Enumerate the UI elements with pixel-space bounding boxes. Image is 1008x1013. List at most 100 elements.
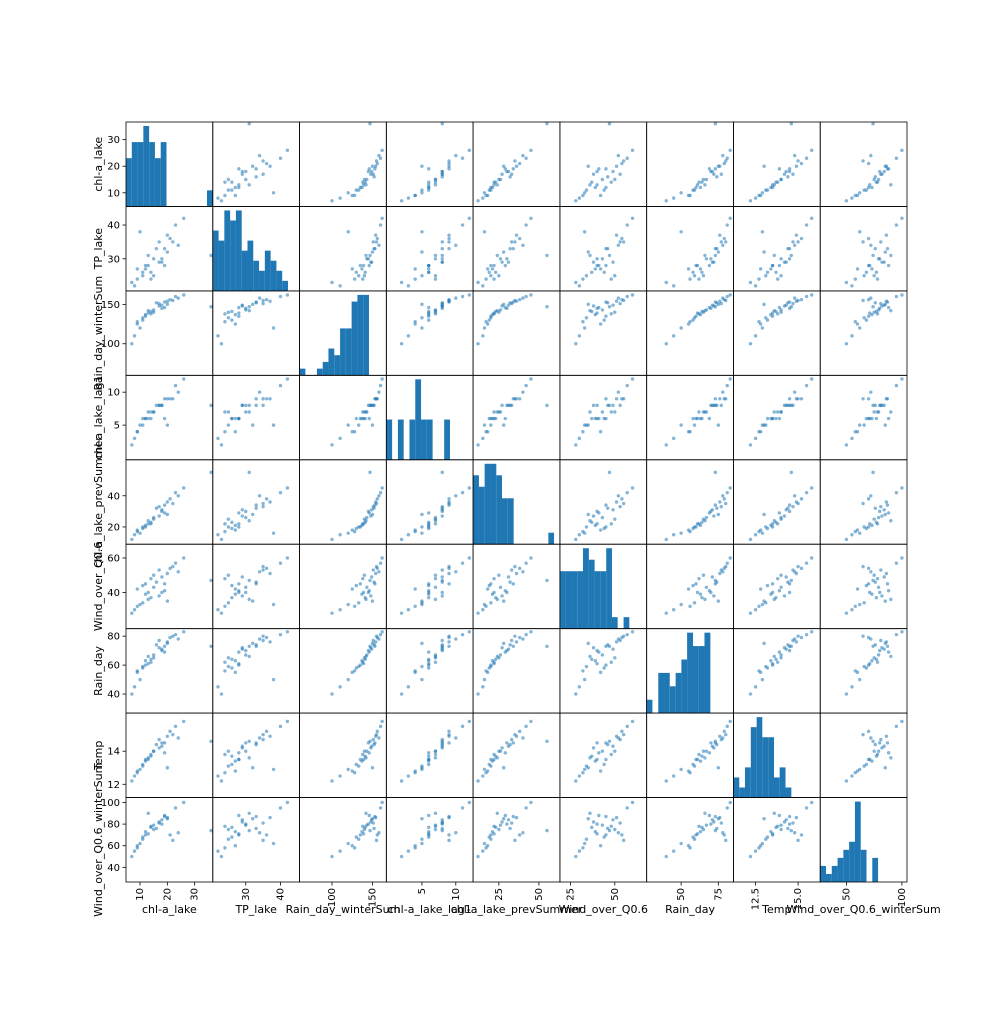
scatter-point-Wind_over_Q0.6-vs-Wind_over_Q0.6_winterSum-8 [869, 570, 873, 574]
scatter-point-TP_lake-vs-Wind_over_Q0.6_winterSum-10 [889, 253, 893, 258]
scatter-point-chl-a_lake_prevSummer-vs-Temp-22 [774, 520, 778, 524]
scatter-point-Rain_day_winterSum-vs-Wind_over_Q0.6_winterSum-25 [871, 305, 875, 309]
scatter-point-chl-a_lake-vs-Temp-20 [779, 177, 783, 182]
scatter-point-TP_lake-vs-chl-a_lake_lag1-2 [440, 257, 444, 261]
scatter-point-chl-a_lake_lag1-vs-Wind_over_Q0.6_winterSum-18 [900, 377, 904, 381]
scatter-point-chl-a_lake_prevSummer-vs-TP_lake-7 [240, 514, 244, 518]
scatter-point-Rain_day-vs-chl-a_lake_prevSummer-4 [513, 634, 517, 638]
scatter-point-chl-a_lake-vs-chl-a_lake_lag1-13 [447, 161, 451, 166]
scatter-point-chl-a_lake_lag1-vs-Temp-6 [775, 410, 780, 414]
scatter-point-chl-a_lake_prevSummer-vs-chl-a_lake-3 [165, 512, 170, 517]
histogram-bar-TP_lake-6 [247, 240, 254, 291]
scatter-point-TP_lake-vs-chl-a_lake-19 [143, 267, 148, 271]
scatter-point-Temp-vs-Wind_over_Q0.6-21 [611, 744, 615, 748]
scatter-point-TP_lake-vs-chl-a_lake-12 [162, 263, 167, 268]
scatter-point-TP_lake-vs-Rain_day-17 [664, 280, 668, 285]
scatter-point-TP_lake-vs-Wind_over_Q0.6-16 [625, 223, 629, 227]
scatter-point-TP_lake-vs-Wind_over_Q0.6-1 [613, 273, 617, 278]
scatter-point-chl-a_lake-vs-chl-a_lake_prevSummer-8 [521, 153, 525, 158]
scatter-point-Rain_day_winterSum-vs-Temp-16 [804, 294, 809, 299]
scatter-point-Rain_day_winterSum-vs-chl-a_lake-1 [151, 310, 156, 314]
histogram-bar-chl-a_lake-14 [206, 190, 213, 207]
scatter-point-Wind_over_Q0.6_winterSum-vs-chl-a_lake_lag1-27 [440, 821, 444, 825]
scatter-point-chl-a_lake_prevSummer-vs-Temp-23 [794, 500, 799, 504]
scatter-point-Temp-vs-Wind_over_Q0.6-14 [577, 774, 582, 778]
scatter-point-Temp-vs-Wind_over_Q0.6-22 [590, 754, 594, 758]
scatter-point-Rain_day_winterSum-vs-chl-a_lake_lag1-12 [427, 305, 431, 310]
histogram-bar-Rain_day-5 [675, 672, 682, 714]
scatter-point-Wind_over_Q0.6_winterSum-vs-Wind_over_Q0.6-6 [609, 824, 613, 828]
scatter-point-chl-a_lake_lag1-vs-Temp-9 [765, 416, 770, 421]
scatter-point-Rain_day-vs-TP_lake-2 [244, 648, 248, 653]
scatter-point-Wind_over_Q0.6_winterSum-vs-Temp-10 [772, 811, 776, 815]
scatter-point-Temp-vs-chl-a_lake_prevSummer-3 [501, 766, 506, 770]
scatter-point-chl-a_lake-vs-Rain_day-12 [707, 167, 712, 171]
scatter-point-TP_lake-vs-chl-a_lake_lag1-3 [420, 250, 424, 254]
scatter-point-chl-a_lake-vs-chl-a_lake_prevSummer-21 [506, 169, 511, 174]
scatter-point-Temp-vs-TP_lake-15 [271, 767, 276, 772]
scatter-point-Rain_day-vs-TP_lake-20 [244, 653, 248, 657]
scatter-point-Wind_over_Q0.6_winterSum-vs-Rain_day_winterSum-16 [378, 806, 383, 810]
scatter-point-chl-a_lake_prevSummer-vs-Temp-3 [762, 512, 766, 517]
scatter-point-TP_lake-vs-Temp-12 [777, 263, 782, 268]
scatter-point-chl-a_lake-vs-Rain_day_winterSum-7 [369, 172, 373, 176]
scatter-point-Wind_over_Q0.6_winterSum-vs-Rain_day-28 [695, 832, 700, 836]
scatter-point-Temp-vs-TP_lake-13 [264, 729, 269, 734]
scatter-point-Wind_over_Q0.6-vs-Rain_day_winterSum-17 [330, 611, 334, 615]
x-tick-label-Wind_over_Q0.6-0: 25 [565, 888, 576, 901]
scatter-point-TP_lake-vs-Wind_over_Q0.6-8 [616, 243, 621, 247]
scatter-point-Temp-vs-Wind_over_Q0.6-4 [621, 732, 626, 737]
scatter-point-Temp-vs-chl-a_lake_lag1-17 [399, 779, 404, 783]
scatter-point-chl-a_lake-vs-chl-a_lake_prevSummer-7 [500, 172, 504, 176]
scatter-point-Rain_day-vs-Rain_day_winterSum-27 [371, 638, 375, 643]
scatter-point-Wind_over_Q0.6_winterSum-vs-Wind_over_Q0.6-20 [600, 823, 605, 827]
scatter-point-Wind_over_Q0.6-vs-TP_lake-9 [230, 583, 234, 588]
scatter-point-chl-a_lake_prevSummer-vs-Rain_day-13 [722, 497, 726, 501]
scatter-point-chl-a_lake-vs-Rain_day-14 [671, 196, 676, 200]
scatter-point-chl-a_lake_prevSummer-vs-Wind_over_Q0.6-17 [574, 537, 578, 542]
scatter-point-Rain_day-vs-TP_lake-17 [219, 692, 224, 696]
scatter-point-Rain_day_winterSum-vs-TP_lake-5 [233, 322, 238, 326]
scatter-point-Rain_day-vs-Temp-13 [799, 635, 804, 640]
scatter-point-chl-a_lake-vs-Wind_over_Q0.6_winterSum-20 [876, 177, 881, 182]
scatter-point-Temp-vs-Wind_over_Q0.6-13 [620, 729, 624, 734]
scatter-point-Rain_day_winterSum-vs-Wind_over_Q0.6_winterSum-27 [879, 301, 883, 306]
scatter-point-Rain_day_winterSum-vs-chl-a_lake-26 [135, 319, 139, 324]
scatter-point-chl-a_lake_lag1-vs-Rain_day-6 [697, 410, 701, 414]
scatter-point-chl-a_lake_prevSummer-vs-TP_lake-29 [254, 503, 258, 507]
scatter-point-Rain_day_winterSum-vs-Rain_day-27 [719, 301, 723, 306]
scatter-point-TP_lake-vs-Wind_over_Q0.6-19 [593, 267, 598, 271]
scatter-point-chl-a_lake_prevSummer-vs-Wind_over_Q0.6_winterSum-27 [879, 504, 883, 509]
scatter-point-Wind_over_Q0.6_winterSum-vs-Wind_over_Q0.6-10 [588, 811, 592, 815]
histogram-bar-Temp-2 [744, 767, 751, 798]
scatter-point-Wind_over_Q0.6_winterSum-vs-chl-a_lake_lag1-26 [413, 846, 417, 850]
scatter-point-TP_lake-vs-Wind_over_Q0.6-15 [582, 230, 587, 234]
scatter-point-Rain_day-vs-Wind_over_Q0.6-6 [609, 660, 613, 664]
scatter-point-TP_lake-vs-Wind_over_Q0.6-2 [595, 257, 599, 261]
scatter-point-Wind_over_Q0.6_winterSum-vs-Rain_day_winterSum-13 [375, 833, 380, 837]
scatter-point-Wind_over_Q0.6-vs-chl-a_lake_prevSummer-23 [514, 571, 519, 576]
scatter-point-chl-a_lake_prevSummer-vs-TP_lake-4 [261, 501, 265, 506]
scatter-point-chl-a_lake-vs-Wind_over_Q0.6_winterSum-18 [900, 148, 904, 152]
scatter-point-Wind_over_Q0.6-vs-Wind_over_Q0.6_winterSum-29 [885, 582, 890, 586]
scatter-point-Wind_over_Q0.6-vs-chl-a_lake-11 [154, 580, 159, 584]
scatter-point-Wind_over_Q0.6-vs-Wind_over_Q0.6_winterSum-17 [844, 611, 849, 615]
scatter-point-Temp-vs-chl-a_lake_prevSummer-21 [506, 744, 511, 748]
scatter-point-chl-a_lake_lag1-vs-Wind_over_Q0.6-24 [584, 423, 589, 427]
scatter-point-Rain_day_winterSum-vs-Wind_over_Q0.6_winterSum-28 [868, 311, 872, 315]
scatter-point-chl-a_lake_lag1-vs-chl-a_lake_prevSummer-13 [518, 397, 522, 401]
scatter-point-TP_lake-vs-Temp-27 [791, 240, 795, 244]
scatter-point-TP_lake-vs-Temp-1 [779, 273, 783, 278]
scatter-point-Rain_day-vs-chl-a_lake_prevSummer-23 [514, 640, 519, 644]
scatter-point-chl-a_lake-vs-Rain_day-16 [725, 156, 729, 160]
scatter-point-Rain_day-vs-chl-a_lake_prevSummer-18 [529, 630, 533, 634]
scatter-point-Wind_over_Q0.6-vs-chl-a_lake-24 [141, 601, 145, 605]
scatter-point-Rain_day-vs-Wind_over_Q0.6-7 [591, 646, 596, 650]
scatter-point-Wind_over_Q0.6_winterSum-vs-Rain_day_winterSum-28 [361, 832, 366, 836]
scatter-point-chl-a_lake_prevSummer-vs-chl-a_lake_lag1-17 [399, 537, 404, 542]
scatter-point-Rain_day-vs-Wind_over_Q0.6-13 [620, 635, 624, 640]
scatter-point-Wind_over_Q0.6-vs-Wind_over_Q0.6_winterSum-3 [883, 599, 887, 603]
scatter-point-Rain_day-vs-Wind_over_Q0.6_winterSum-26 [853, 669, 857, 673]
scatter-point-Rain_day-vs-Rain_day_winterSum-16 [378, 632, 383, 637]
histogram-bar-TP_lake-11 [276, 270, 283, 291]
